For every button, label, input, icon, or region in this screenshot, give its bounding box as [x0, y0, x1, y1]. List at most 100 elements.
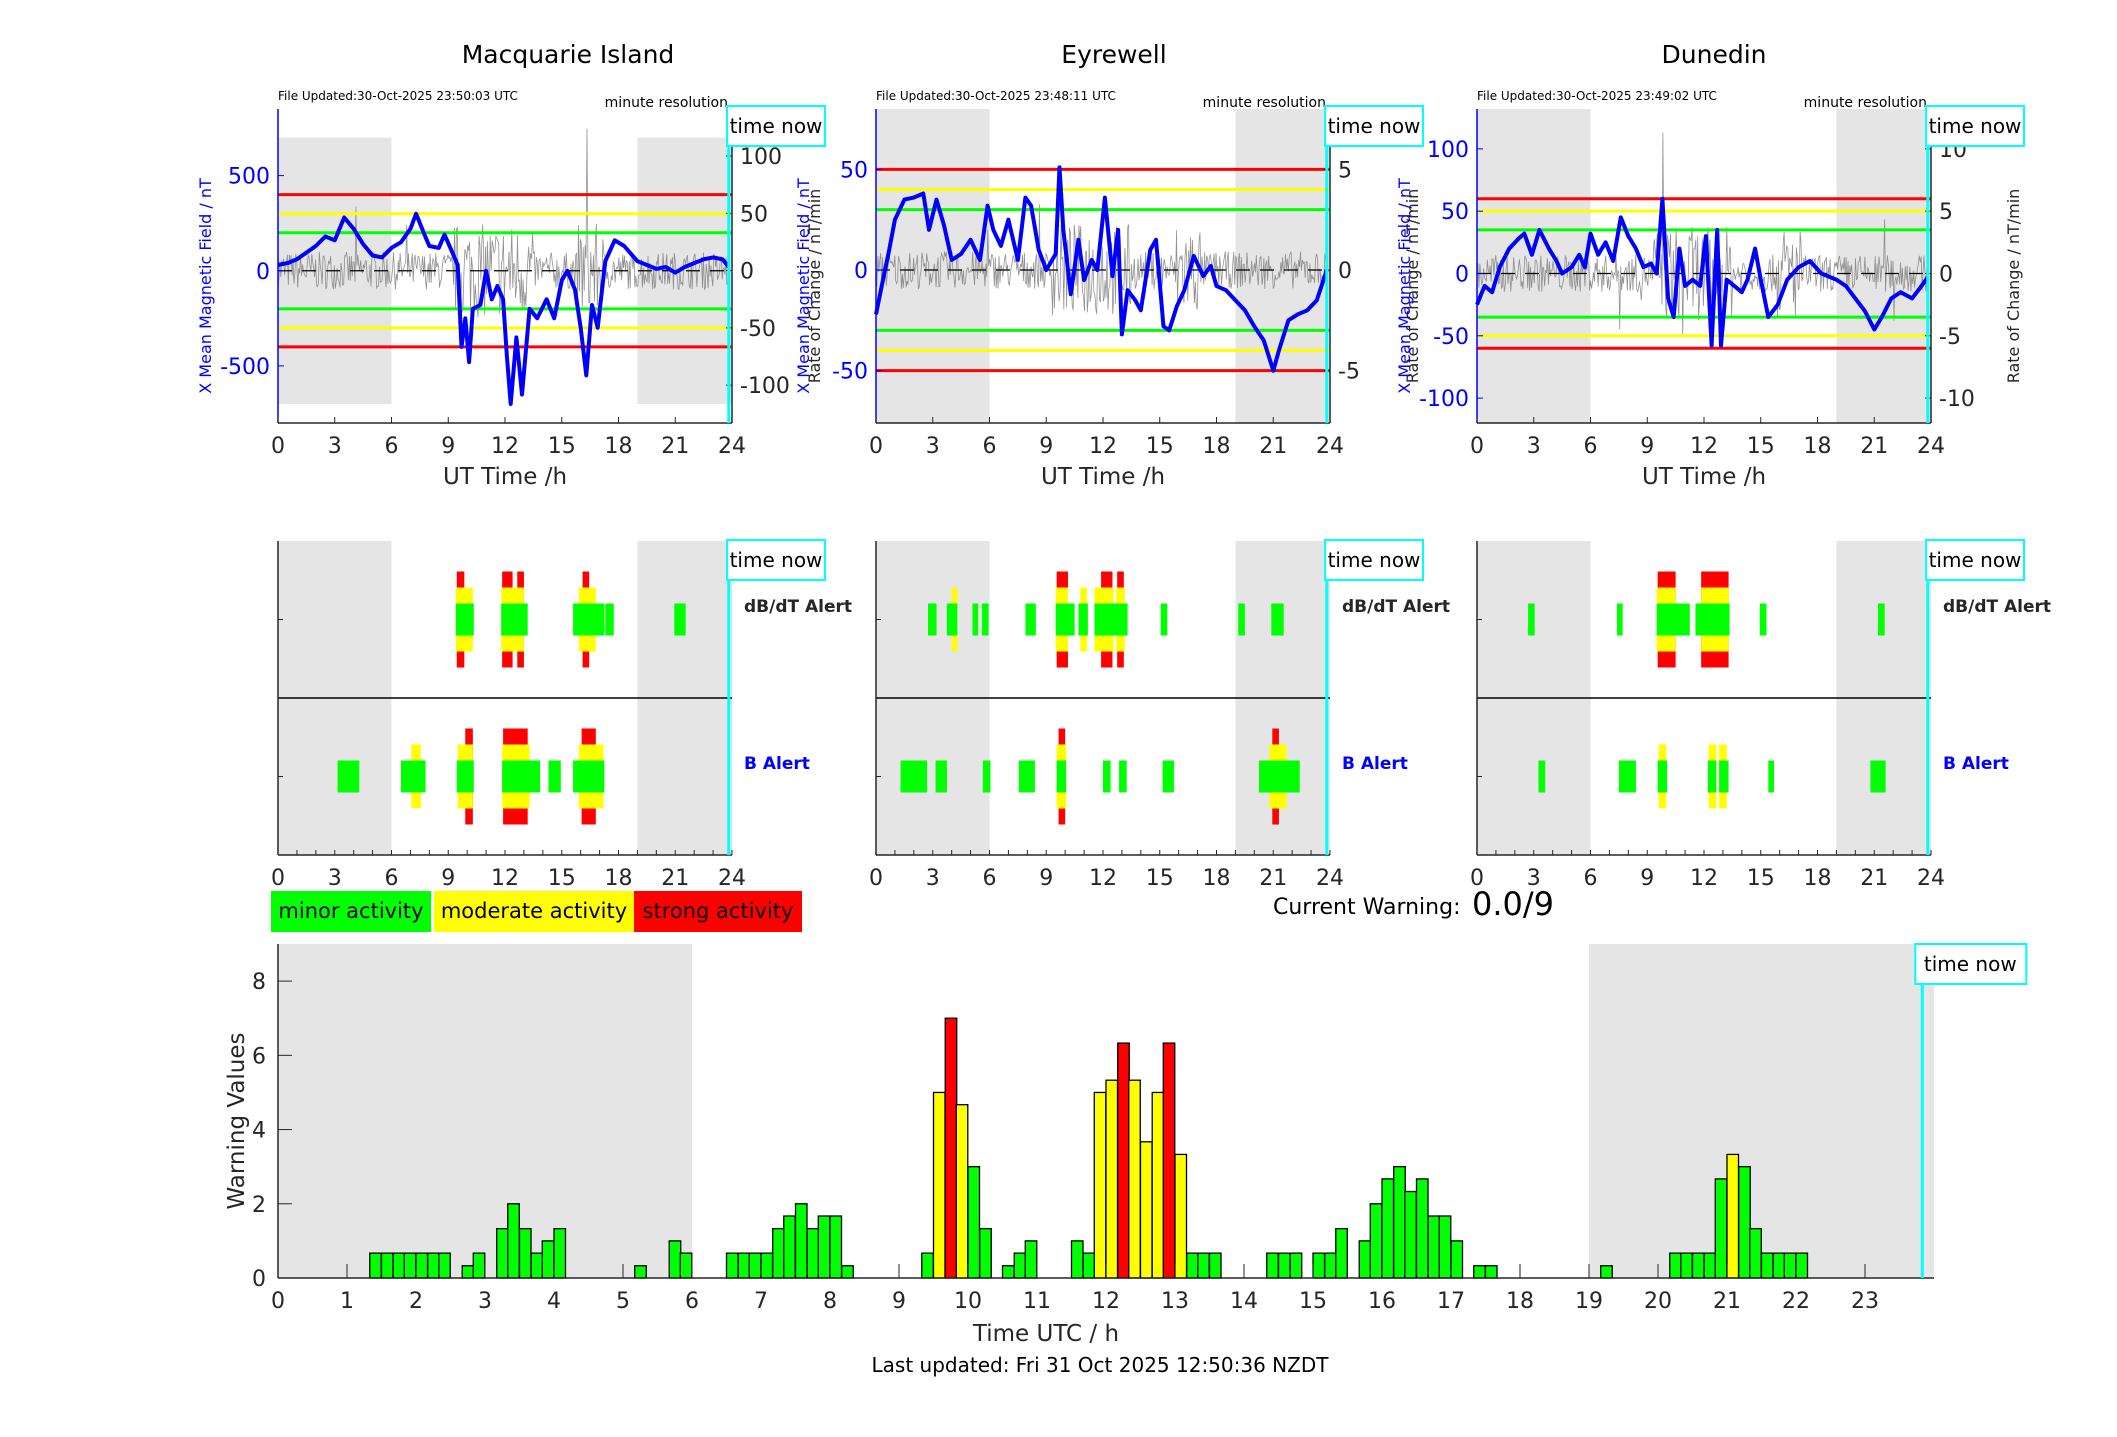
x-tick-label: 24: [1316, 434, 1344, 459]
x-tick-label: 0: [869, 434, 883, 459]
dbdt-alert-minor-block: [1078, 603, 1088, 636]
alert-x-tick-label: 15: [548, 866, 576, 891]
b-alert-minor-block: [1119, 760, 1127, 793]
y-tick-label: 4: [252, 1119, 266, 1144]
x-tick-label: 11: [1023, 1289, 1051, 1314]
warning-bar-minor: [369, 1252, 382, 1279]
warning-bar-minor: [1335, 1227, 1348, 1279]
time-now-label: time now: [730, 548, 823, 572]
left-axis-label: X Mean Magnetic Field / nT: [196, 178, 215, 394]
resolution-label: minute resolution: [1804, 95, 1927, 111]
file-updated-label: File Updated:30-Oct-2025 23:49:02 UTC: [1477, 89, 1717, 103]
b-alert-label: B Alert: [744, 754, 810, 774]
alert-x-tick-label: 21: [1860, 866, 1888, 891]
warning-bar-minor: [829, 1215, 843, 1279]
warning-bar-minor: [1600, 1265, 1613, 1279]
dbdt-alert-minor-block: [1528, 603, 1535, 636]
dbdt-alert-minor-block: [972, 603, 979, 636]
b-alert-minor-block: [1870, 760, 1886, 793]
b-alert-minor-block: [502, 760, 540, 793]
dbdt-alert-minor-block: [928, 603, 937, 636]
warning-bar-minor: [1312, 1252, 1326, 1279]
x-tick-label: 18: [605, 434, 633, 459]
time-now-box: [726, 539, 826, 581]
warning-bar-minor: [806, 1227, 820, 1279]
time-now-label: time now: [1924, 952, 2017, 976]
y-tick-label: 6: [252, 1044, 266, 1069]
x-tick-label: 24: [718, 434, 746, 459]
x-tick-label: 6: [983, 434, 997, 459]
b-alert-minor-block: [1103, 760, 1111, 793]
dbdt-alert-minor-block: [674, 603, 686, 636]
dbdt-alert-minor-block: [1238, 603, 1245, 636]
station-title-0: Macquarie Island: [462, 40, 675, 69]
left-tick-label: 0: [256, 260, 270, 285]
x-tick-label: 3: [478, 1289, 492, 1314]
x-tick-label: 6: [685, 1289, 699, 1314]
dbdt-alert-minor-block: [605, 603, 614, 636]
b-alert-minor-block: [573, 760, 605, 793]
x-tick-label: 12: [1690, 434, 1718, 459]
dbdt-alert-minor-block: [1055, 603, 1075, 636]
x-tick-label: 9: [1640, 434, 1654, 459]
dbdt-alert-minor-block: [946, 603, 958, 636]
warning-bar-minor: [427, 1252, 440, 1279]
warning-bar-minor: [1070, 1240, 1084, 1279]
warning-bar-moderate: [1174, 1153, 1188, 1279]
left-tick-label: -50: [1433, 325, 1469, 350]
right-tick-label: 5: [1939, 200, 1953, 225]
warning-bar-minor: [1783, 1252, 1797, 1279]
x-tick-label: 18: [1804, 434, 1832, 459]
file-updated-label: File Updated:30-Oct-2025 23:50:03 UTC: [278, 89, 518, 103]
y-tick-label: 2: [252, 1193, 266, 1218]
x-tick-label: 21: [1259, 434, 1287, 459]
dbdt-alert-minor-block: [1878, 603, 1885, 636]
x-tick-label: 15: [1146, 434, 1174, 459]
warning-bar-minor: [1208, 1252, 1222, 1279]
warning-bar-minor: [1404, 1190, 1417, 1279]
legend-minor: minor activity: [271, 891, 431, 932]
right-tick-label: 100: [740, 145, 782, 170]
x-tick-label: 0: [271, 434, 285, 459]
x-tick-label: 8: [823, 1289, 837, 1314]
warning-bar-minor: [1277, 1252, 1291, 1279]
warning-bar-minor: [1415, 1178, 1429, 1279]
warning-bar-minor: [1358, 1240, 1372, 1279]
x-tick-label: 21: [1713, 1289, 1741, 1314]
b-alert-minor-block: [456, 760, 474, 793]
b-alert-minor-block: [1707, 760, 1717, 793]
warning-bar-minor: [1001, 1265, 1015, 1279]
warning-bar-minor: [530, 1252, 544, 1279]
x-tick-label: 15: [548, 434, 576, 459]
left-tick-label: 50: [840, 158, 868, 183]
y-tick-label: 0: [252, 1267, 266, 1292]
time-now-label: time now: [1929, 548, 2022, 572]
right-tick-label: -100: [740, 374, 790, 399]
time-now-box: [1324, 539, 1424, 581]
x-tick-label: 21: [1860, 434, 1888, 459]
alert-x-tick-label: 0: [271, 866, 285, 891]
x-tick-label: 18: [1506, 1289, 1534, 1314]
right-axis-label: Rate of Change / nT/min: [2004, 189, 2023, 384]
warning-bar-minor: [1680, 1252, 1693, 1279]
night-shading: [278, 944, 692, 1278]
time-now-box: [1914, 943, 2028, 985]
x-tick-label: 17: [1437, 1289, 1465, 1314]
dbdt-alert-minor-block: [1271, 603, 1284, 636]
right-tick-label: 0: [1939, 262, 1953, 287]
warning-bar-minor: [438, 1252, 451, 1279]
x-tick-label: 3: [926, 434, 940, 459]
x-tick-label: 3: [1527, 434, 1541, 459]
alert-x-tick-label: 3: [926, 866, 940, 891]
y-tick-label: 8: [252, 970, 266, 995]
night-shading: [1589, 944, 1934, 1278]
warning-bar-minor: [1381, 1178, 1395, 1279]
warning-bar-minor: [1324, 1252, 1337, 1279]
b-alert-label: B Alert: [1943, 754, 2009, 774]
x-tick-label: 1: [340, 1289, 354, 1314]
b-alert-minor-block: [1719, 760, 1729, 793]
warning-bar-minor: [783, 1215, 796, 1279]
x-tick-label: 6: [385, 434, 399, 459]
